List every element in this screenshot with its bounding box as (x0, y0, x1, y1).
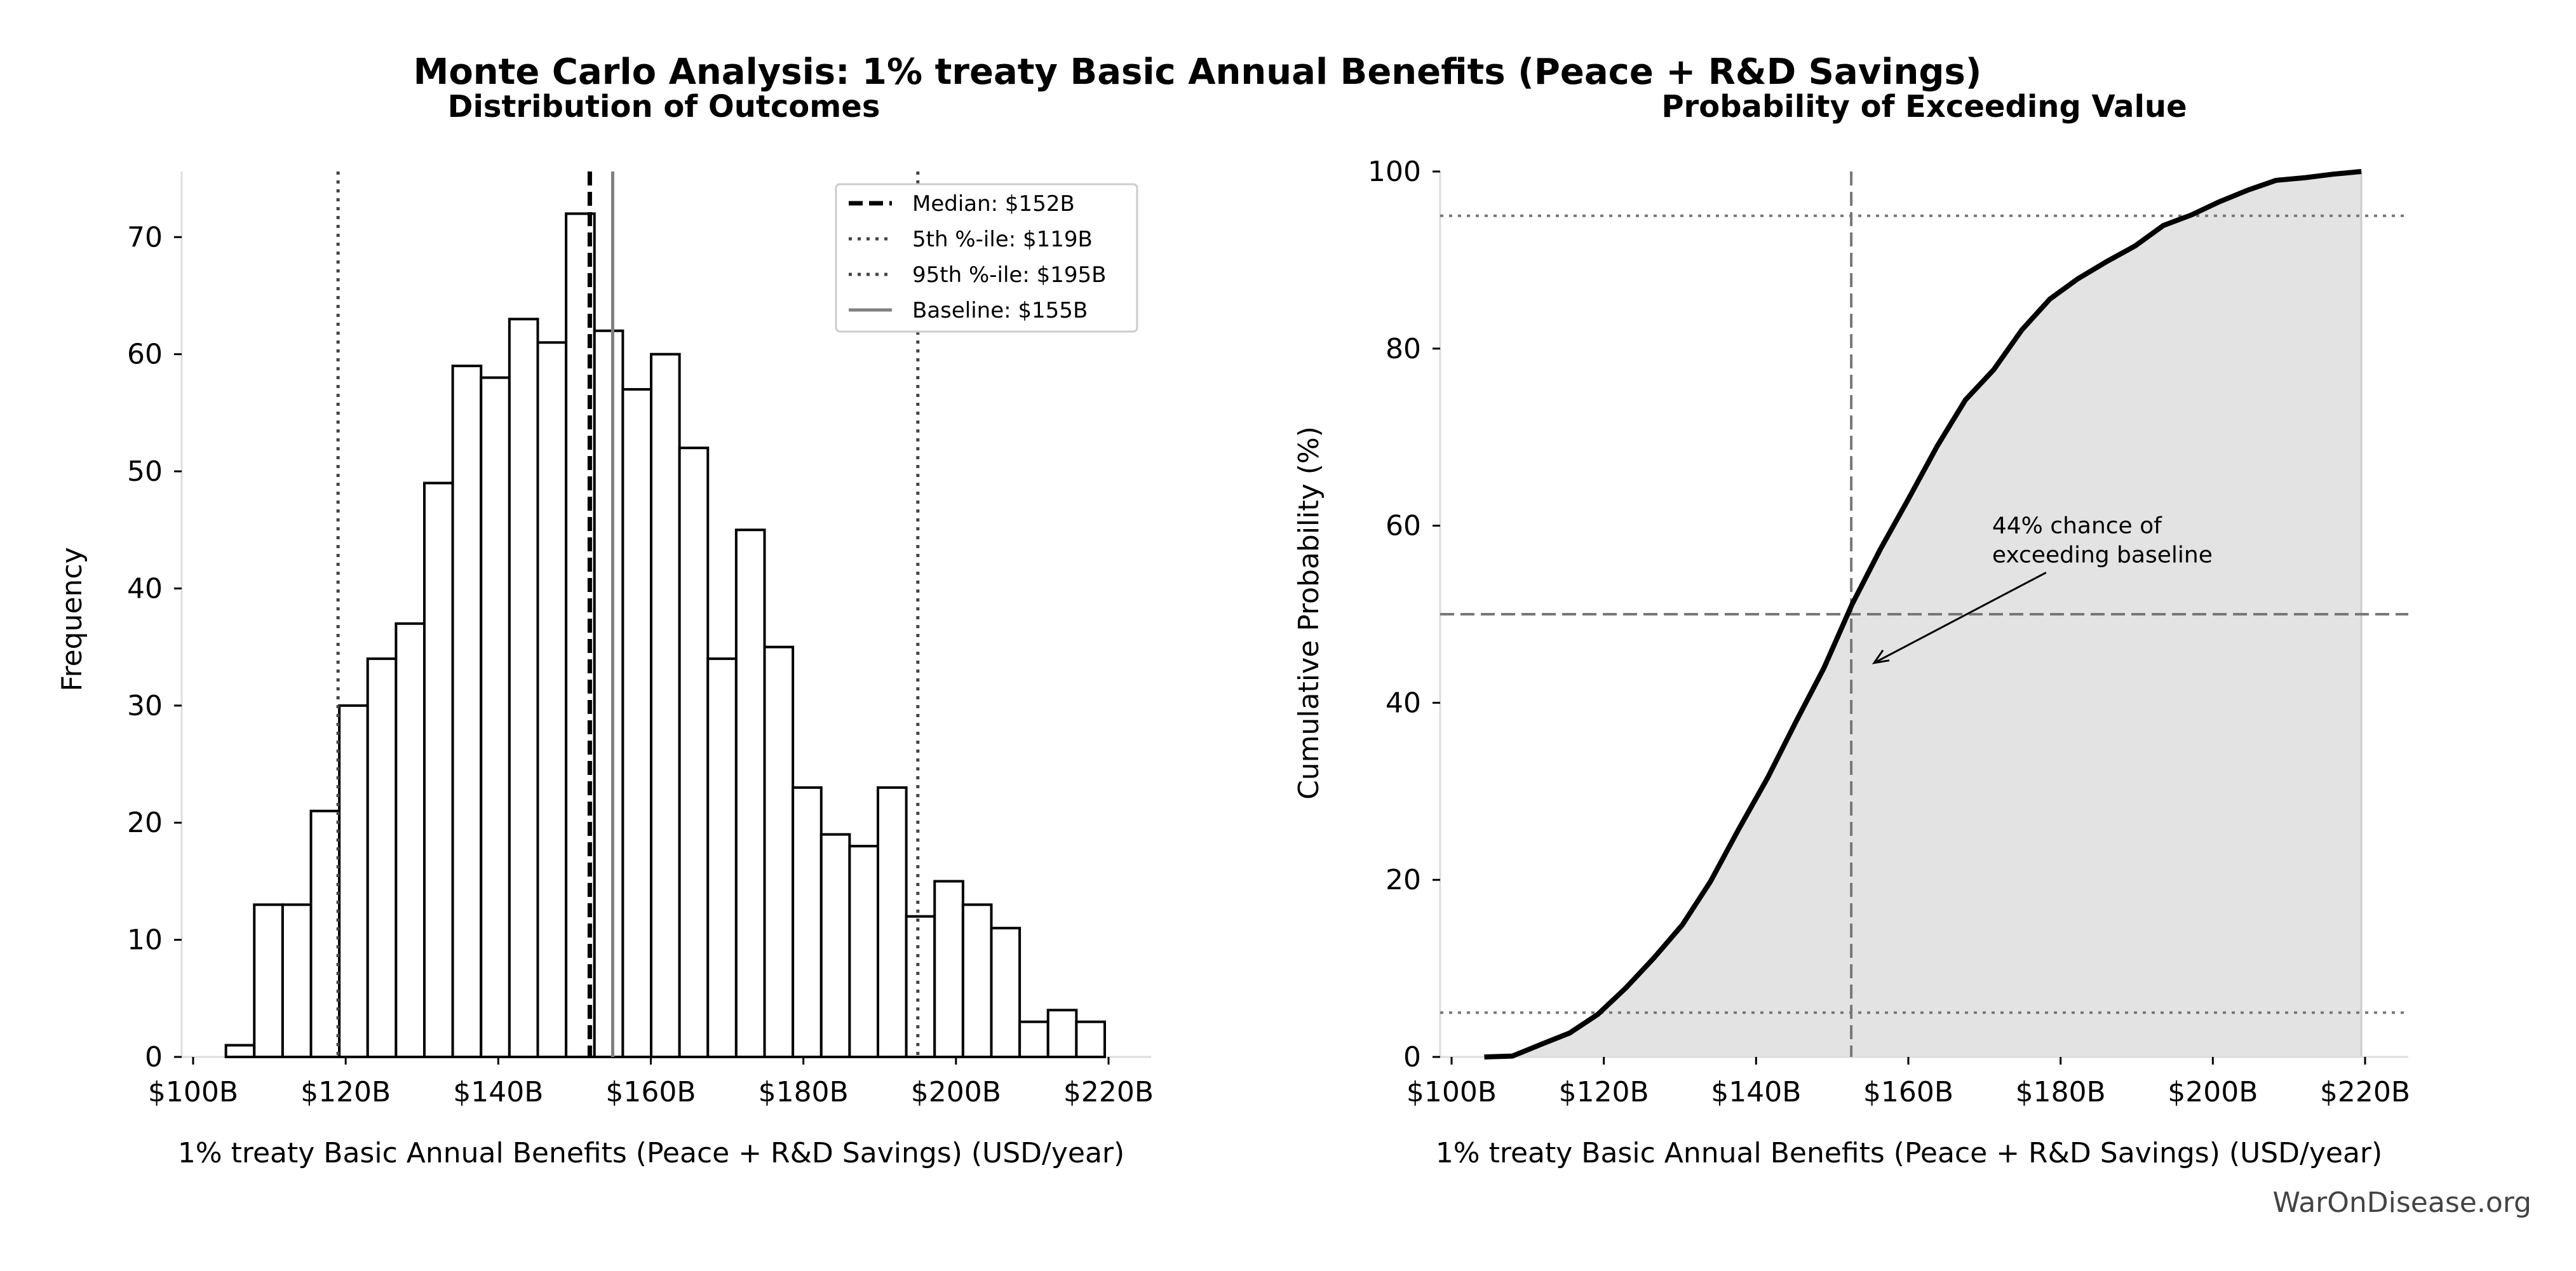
legend-label: Baseline: $155B (912, 298, 1088, 323)
histogram-bar (1075, 1020, 1106, 1058)
histogram-bar (224, 1044, 256, 1058)
histogram-bar (905, 915, 936, 1058)
figure-title: Monte Carlo Analysis: 1% treaty Basic An… (414, 51, 1982, 93)
left-xlabel: 1% treaty Basic Annual Benefits (Peace +… (178, 1137, 1124, 1169)
right-xlabel: 1% treaty Basic Annual Benefits (Peace +… (1436, 1137, 2382, 1169)
histogram-bar (650, 353, 681, 1059)
histogram-bar (819, 833, 851, 1059)
arrowhead-icon (1871, 649, 1890, 664)
histogram-bar (309, 809, 341, 1059)
x-tick-label: $120B (1559, 1076, 1649, 1108)
y-tick-label: 100 (1368, 156, 1421, 188)
histogram-bar (394, 622, 426, 1058)
right-ylabel: Cumulative Probability (%) (1293, 426, 1325, 800)
histogram-bar (876, 786, 908, 1058)
histogram-bar (678, 447, 710, 1058)
histogram-bar (536, 341, 568, 1058)
x-tick-label: $100B (148, 1076, 238, 1108)
histogram-bar (508, 318, 539, 1058)
y-tick-label: 30 (127, 690, 163, 722)
x-tick-label: $160B (1863, 1076, 1953, 1108)
y-tick-label: 80 (1386, 333, 1421, 365)
annotation-text: 44% chance of (1992, 513, 2162, 539)
legend-label: Median: $152B (912, 191, 1075, 217)
y-tick-label: 10 (127, 924, 163, 957)
left-ylabel: Frequency (56, 547, 88, 691)
right-chart-title: Probability of Exceeding Value (1661, 89, 2187, 124)
legend-label: 95th %-ile: $195B (912, 262, 1106, 288)
y-tick-label: 60 (127, 339, 163, 371)
cdf-plot: $100B $120B $140B $160B $180B $200B $220B 0 20 40… (1368, 156, 2410, 1108)
histogram-bar (961, 903, 993, 1059)
histogram-plot: $100B $120B $140B $160B $180B $200B $220B 0 10 20… (127, 171, 1154, 1108)
histogram-bar (792, 786, 823, 1058)
histogram-bar (366, 657, 398, 1058)
annotation-text: exceeding baseline (1992, 542, 2213, 568)
y-tick-label: 20 (1386, 864, 1421, 896)
watermark: WarOnDisease.org (2273, 1187, 2532, 1219)
x-tick-label: $100B (1406, 1076, 1497, 1108)
histogram-bar (990, 927, 1022, 1058)
histogram-bar (281, 903, 313, 1059)
histogram-bar (706, 657, 738, 1058)
y-tick-label: 0 (145, 1041, 163, 1073)
histogram-bar (338, 704, 369, 1059)
x-tick-label: $120B (300, 1076, 391, 1108)
histogram-bar (1046, 1009, 1078, 1059)
histogram-bar (763, 645, 795, 1058)
left-chart-title: Distribution of Outcomes (448, 89, 880, 124)
x-tick-label: $220B (1063, 1076, 1154, 1108)
x-tick-label: $200B (2168, 1076, 2258, 1108)
y-tick-label: 60 (1386, 510, 1421, 542)
y-tick-label: 0 (1403, 1041, 1421, 1073)
y-tick-label: 40 (1386, 687, 1421, 719)
histogram-bar (734, 528, 766, 1058)
histogram-bar (848, 845, 879, 1058)
histogram-bar (480, 376, 511, 1059)
y-tick-label: 40 (127, 572, 163, 605)
annotation-arrow (1873, 572, 2047, 664)
histogram-bar (451, 365, 483, 1058)
x-tick-label: $200B (911, 1076, 1001, 1108)
legend (835, 183, 1138, 333)
legend-label: 5th %-ile: $119B (912, 227, 1093, 252)
x-tick-label: $180B (2016, 1076, 2106, 1108)
histogram-bar (621, 387, 653, 1058)
y-tick-label: 20 (127, 807, 163, 839)
x-tick-label: $180B (759, 1076, 849, 1108)
histogram-bar (423, 481, 454, 1058)
cdf-line (1484, 169, 2362, 1059)
x-tick-label: $140B (453, 1076, 543, 1108)
histogram-bar (933, 880, 964, 1059)
x-tick-label: $140B (1711, 1076, 1801, 1108)
x-tick-label: $220B (2320, 1076, 2410, 1108)
histogram-bar (253, 903, 284, 1059)
histogram-bar (593, 329, 624, 1058)
y-tick-label: 70 (127, 221, 163, 253)
histogram-bar (1018, 1020, 1049, 1058)
x-tick-label: $160B (605, 1076, 696, 1108)
y-tick-label: 50 (127, 455, 163, 488)
